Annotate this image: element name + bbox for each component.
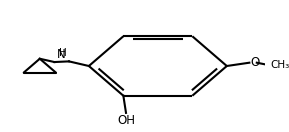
Text: N: N — [57, 48, 66, 61]
Text: O: O — [251, 56, 260, 69]
Text: H: H — [59, 48, 67, 58]
Text: CH₃: CH₃ — [271, 60, 289, 70]
Text: OH: OH — [117, 114, 135, 127]
